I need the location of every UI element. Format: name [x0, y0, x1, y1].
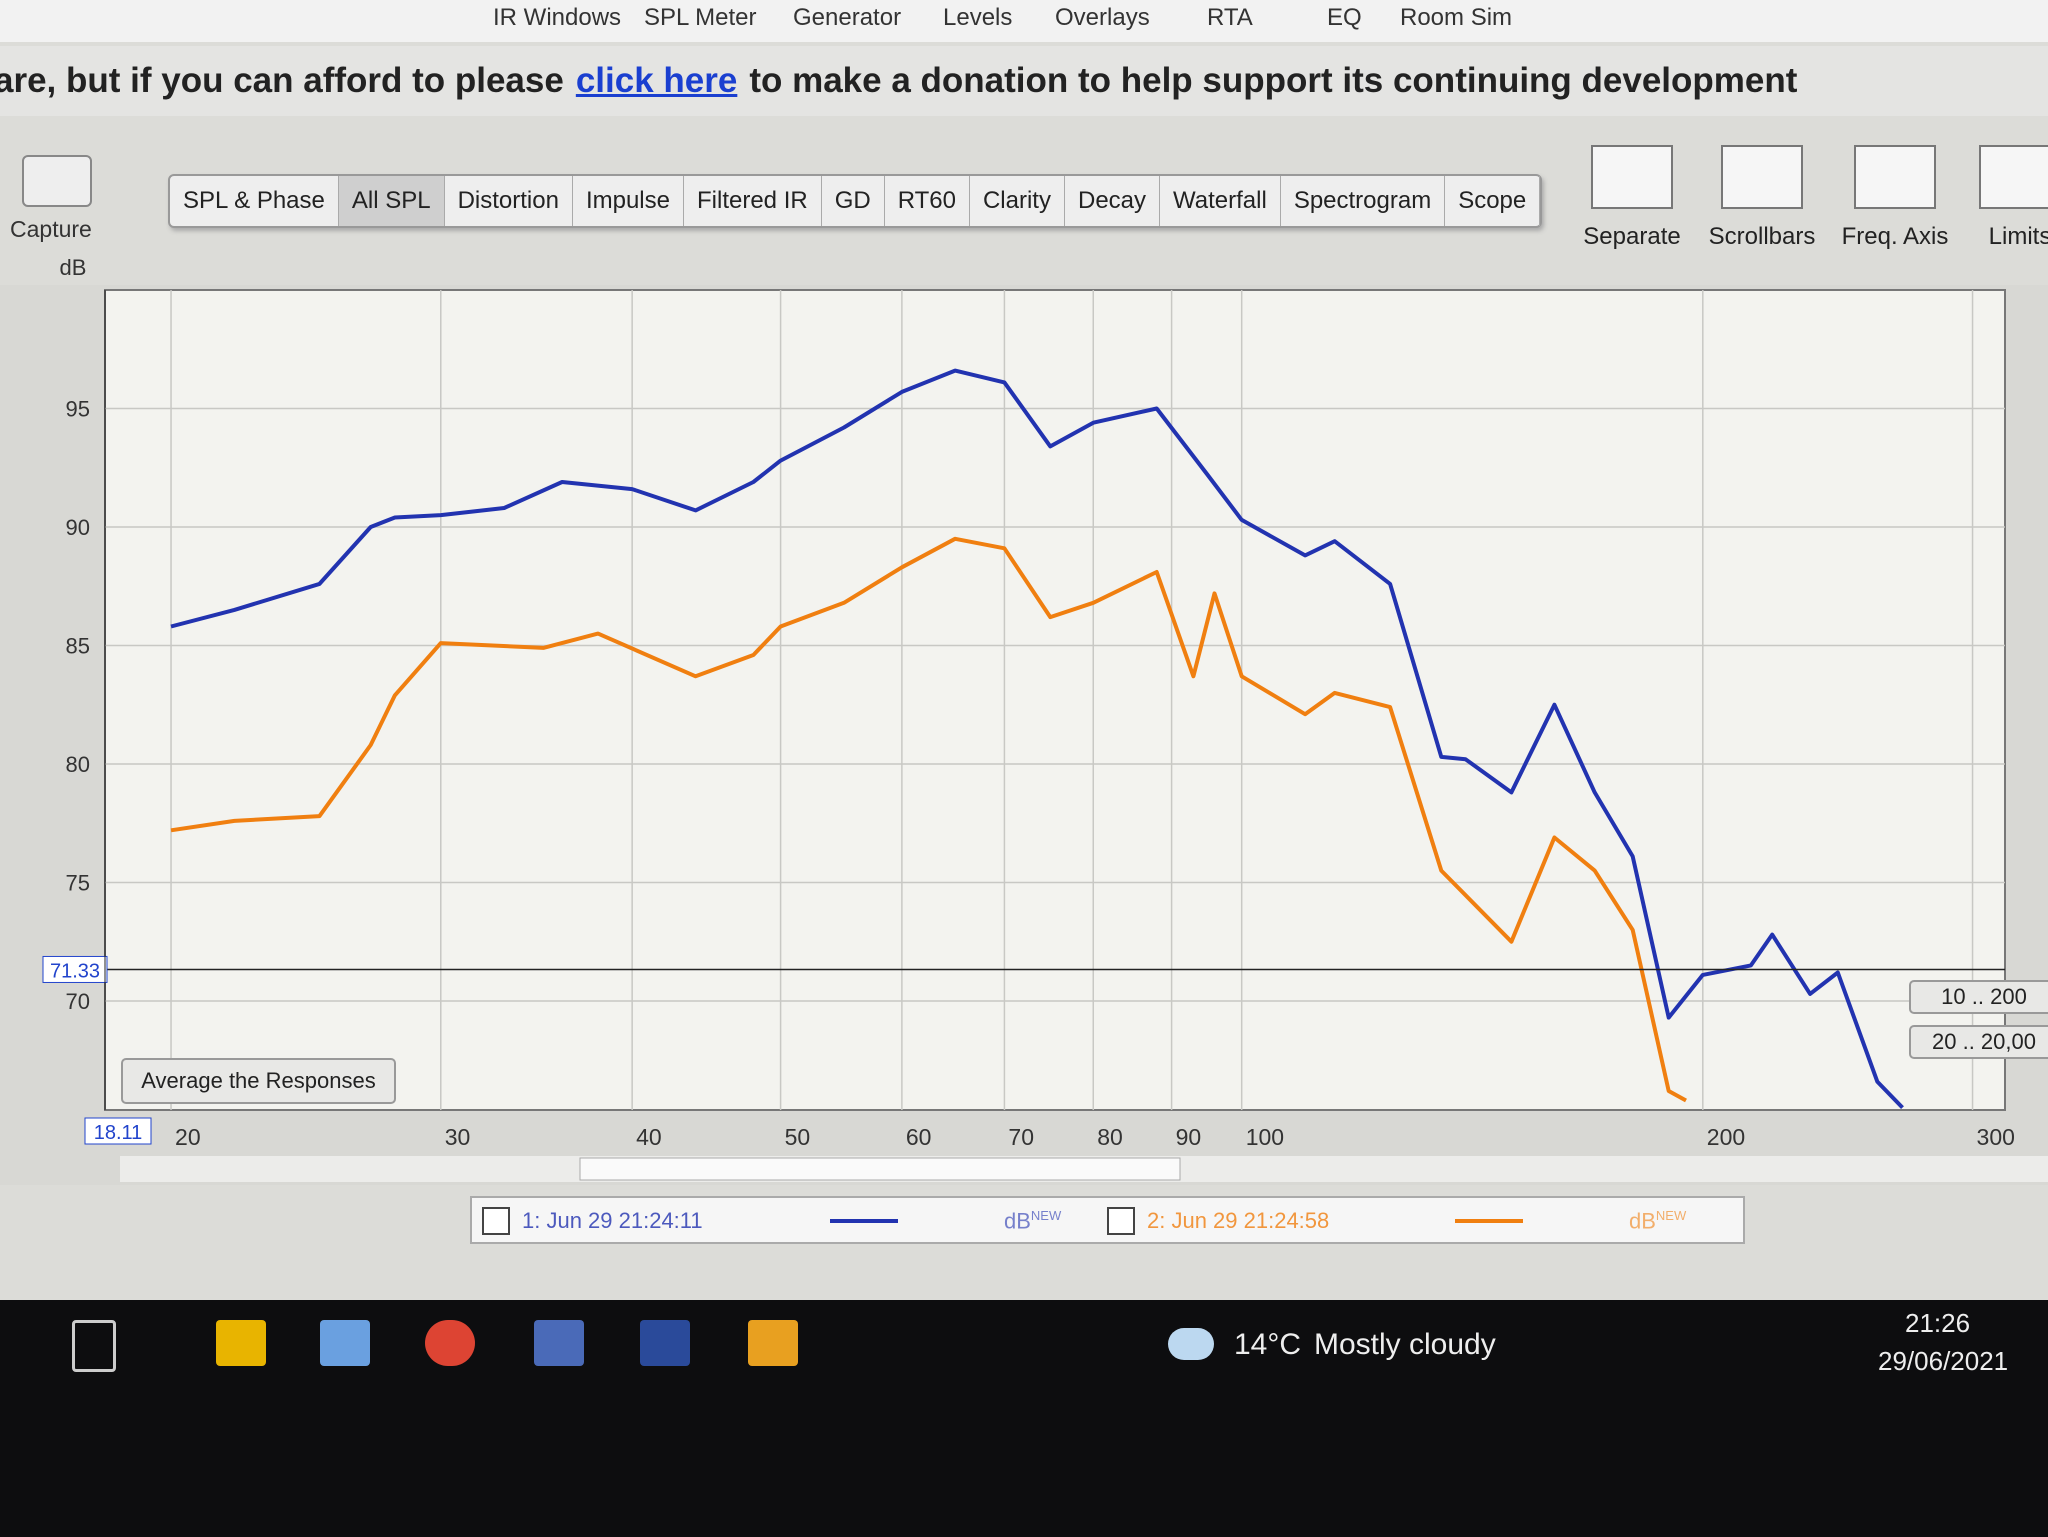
legend: 1: Jun 29 21:24:11 dBNEW 2: Jun 29 21:24:5…	[470, 1196, 1745, 1244]
x-tick-label: 80	[1097, 1124, 1123, 1150]
menu-item[interactable]: Overlays	[1055, 4, 1150, 31]
x-tick-label: 60	[906, 1124, 932, 1150]
cursor-x-box	[84, 1117, 152, 1145]
series-line	[170, 368, 1904, 1109]
tool-label[interactable]: Separate	[1583, 223, 1681, 250]
range-button[interactable]: 20 .. 20,00	[1909, 1025, 2048, 1059]
cursor-x-label: 18.11	[94, 1122, 143, 1144]
menu-item[interactable]: Levels	[943, 4, 1013, 31]
tab-bar: SPL & Phase All SPL Distortion Impulse Filte…	[168, 174, 1543, 228]
tool-button[interactable]: Separate	[1567, 145, 1697, 251]
x-tick-label: 300	[1977, 1124, 2015, 1150]
tab[interactable]: GD	[822, 176, 885, 226]
unit: dB	[1629, 1208, 1656, 1234]
x-tick-label: 90	[1176, 1124, 1202, 1150]
tab[interactable]: SPL & Phase	[170, 176, 339, 226]
tab[interactable]: Filtered IR	[684, 176, 822, 226]
tab[interactable]: All SPL	[338, 176, 445, 226]
y-tick-label: 95	[66, 396, 90, 421]
y-axis-label: dB	[60, 255, 87, 280]
tool-label[interactable]: Freq. Axis	[1841, 223, 1949, 250]
average-button[interactable]: Average the Responses	[121, 1058, 396, 1104]
tool-icon[interactable]	[1591, 145, 1673, 209]
x-tick-label: 70	[1008, 1124, 1034, 1150]
dsp-icon[interactable]	[534, 1320, 584, 1366]
badge: NEW	[1655, 1208, 1687, 1223]
unit: dB	[1004, 1208, 1031, 1234]
tool-label[interactable]: Scrollbars	[1708, 223, 1816, 250]
tool-icon[interactable]	[1721, 145, 1803, 209]
weather-icon	[1168, 1328, 1214, 1360]
legend-swatch	[1455, 1219, 1523, 1223]
scroll-thumb[interactable]	[579, 1157, 1181, 1181]
tab[interactable]: Scope	[1445, 176, 1541, 226]
menu-item[interactable]: Room Sim	[1400, 4, 1513, 31]
menu-item[interactable]: EQ	[1327, 4, 1362, 31]
tab[interactable]: Impulse	[573, 176, 684, 226]
banner-text: are, but if you can afford to please	[0, 61, 564, 100]
tool-button[interactable]: Freq. Axis	[1830, 145, 1960, 251]
tab[interactable]: RT60	[885, 176, 970, 226]
cursor-y-box	[42, 955, 108, 983]
legend-name[interactable]: 2: Jun 29 21:24:58	[1147, 1208, 1330, 1233]
menu-item[interactable]: RTA	[1207, 4, 1253, 31]
legend-unit: dBNEW	[1629, 1208, 1686, 1234]
app-icon[interactable]	[748, 1320, 798, 1366]
legend-checkbox[interactable]	[482, 1207, 510, 1235]
x-tick-label: 200	[1707, 1124, 1745, 1150]
tool-icon[interactable]	[1979, 145, 2048, 209]
capture-label[interactable]: Capture	[10, 216, 92, 242]
cursor-y-label: 71.33	[50, 960, 100, 982]
clock-time[interactable]: 21:26	[1905, 1308, 1971, 1338]
clock-date[interactable]: 29/06/2021	[1878, 1346, 2009, 1376]
y-tick-label: 80	[66, 752, 90, 777]
badge: NEW	[1030, 1208, 1062, 1223]
tab[interactable]: Spectrogram	[1281, 176, 1446, 226]
legend-swatch	[830, 1219, 898, 1223]
task-view-icon[interactable]	[72, 1320, 116, 1372]
explorer-icon[interactable]	[216, 1320, 266, 1366]
menu-bar: IR Windows SPL Meter Generator Levels Overla…	[0, 0, 2048, 42]
menu-item[interactable]: IR Windows	[493, 4, 622, 31]
series-line	[170, 536, 1687, 1103]
donation-link[interactable]: click here	[575, 61, 738, 100]
temperature[interactable]: 14°C	[1234, 1328, 1302, 1361]
donation-banner: are, but if you can afford to please clic…	[0, 46, 2048, 116]
x-tick-label: 100	[1246, 1124, 1284, 1150]
legend-checkbox[interactable]	[1107, 1207, 1135, 1235]
legend-unit: dBNEW	[1004, 1208, 1061, 1234]
x-tick-label: 40	[636, 1124, 662, 1150]
chart: dB 70 75 80 85 90 95 20 30 40 50 60 70 80 90 100 200 300…	[42, 255, 2048, 1182]
menu-item[interactable]: SPL Meter	[644, 4, 757, 31]
tool-button[interactable]: Scrollbars	[1697, 145, 1827, 251]
tab[interactable]: Clarity	[970, 176, 1065, 226]
banner-text: to make a donation to help support its c…	[749, 61, 1798, 100]
y-tick-label: 90	[66, 515, 90, 540]
tab[interactable]: Decay	[1065, 176, 1161, 226]
capture-icon[interactable]	[22, 155, 92, 207]
tab[interactable]: Distortion	[445, 176, 573, 226]
x-tick-label: 20	[175, 1124, 201, 1150]
tool-button[interactable]: Limits	[1955, 145, 2048, 251]
weather[interactable]: Mostly cloudy	[1314, 1328, 1496, 1361]
taskbar: 14°C Mostly cloudy 21:26 29/06/2021	[0, 1300, 2048, 1537]
tab[interactable]: Waterfall	[1160, 176, 1281, 226]
range-button[interactable]: 10 .. 200	[1909, 980, 2048, 1014]
menu-item[interactable]: Generator	[793, 4, 902, 31]
y-tick-label: 85	[66, 633, 90, 658]
x-tick-label: 30	[445, 1124, 471, 1150]
x-tick-label: 50	[785, 1124, 811, 1150]
chrome-icon[interactable]	[425, 1320, 475, 1366]
y-tick-label: 75	[66, 870, 90, 895]
rew-icon[interactable]	[640, 1320, 690, 1366]
plot-area	[104, 289, 2006, 1111]
legend-name[interactable]: 1: Jun 29 21:24:11	[522, 1208, 703, 1233]
y-tick-label: 70	[66, 989, 90, 1014]
tool-icon[interactable]	[1854, 145, 1936, 209]
tool-label[interactable]: Limits	[1988, 223, 2048, 250]
store-icon[interactable]	[320, 1320, 370, 1366]
